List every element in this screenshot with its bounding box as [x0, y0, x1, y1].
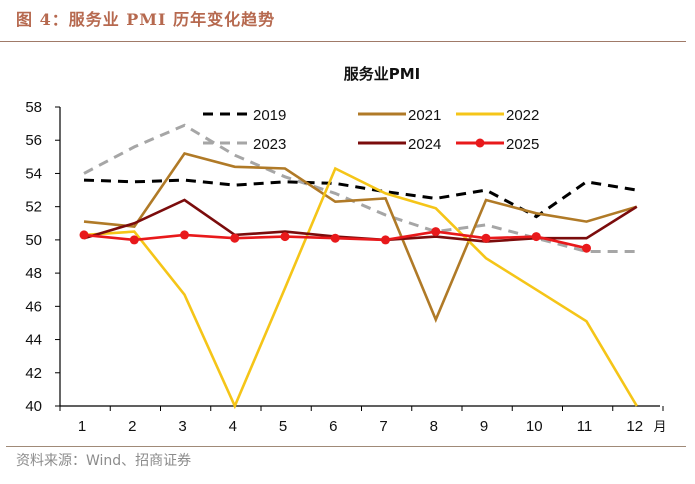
legend-label: 2024: [408, 136, 441, 153]
data-point-2025: [330, 233, 340, 243]
data-point-2025: [431, 227, 441, 237]
source-note: 资料来源：Wind、招商证券: [16, 453, 192, 469]
y-tick-label: 48: [25, 265, 42, 282]
legend-marker: [475, 138, 485, 148]
series-2022: [83, 166, 638, 410]
legend-item-2021: 2021: [358, 107, 441, 124]
legend-item-2019: 2019: [203, 107, 286, 124]
legend-label: 2021: [408, 107, 441, 124]
x-tick-label: 7: [379, 418, 387, 435]
legend-label: 2023: [253, 136, 286, 153]
series-2023: [83, 123, 637, 253]
x-tick-label: 3: [178, 418, 186, 435]
y-tick-label: 40: [25, 398, 42, 415]
data-point-2025: [381, 235, 390, 245]
y-tick-label: 58: [25, 99, 42, 116]
x-tick-label: 5: [279, 418, 287, 435]
legend: 2019 2021 2022 2023 2024 2025: [203, 107, 539, 153]
data-point-2025: [129, 235, 139, 245]
bottom-divider: [6, 446, 686, 447]
y-tick-label: 50: [25, 232, 42, 249]
top-divider: [0, 41, 686, 42]
x-tick-label: 1: [78, 418, 86, 435]
figure-title: 图 4：服务业 PMI 历年变化趋势: [16, 10, 276, 29]
series-2019: [83, 178, 638, 219]
y-tick-label: 42: [25, 365, 42, 382]
data-point-2025: [230, 233, 240, 243]
y-tick-label: 46: [25, 298, 42, 315]
y-tick-label: 54: [25, 165, 42, 182]
legend-label: 2019: [253, 107, 286, 124]
series-line-2021: [83, 152, 638, 323]
data-point-2025: [481, 233, 491, 243]
series-2025: [79, 227, 591, 253]
legend-label: 2022: [506, 107, 539, 124]
legend-label: 2025: [506, 136, 539, 153]
x-tick-label: 4: [229, 418, 237, 435]
x-tick-label: 9: [480, 418, 488, 435]
legend-item-2023: 2023: [203, 136, 286, 153]
data-point-2025: [582, 243, 591, 253]
x-tick-label: 10: [526, 418, 543, 435]
series-line-2019: [83, 178, 638, 219]
series-2021: [83, 152, 638, 323]
legend-item-2025: 2025: [456, 136, 539, 153]
legend-item-2024: 2024: [358, 136, 441, 153]
x-unit-label: 月: [653, 419, 666, 434]
series-layer: [79, 123, 638, 410]
x-tick-label: 2: [128, 418, 136, 435]
y-tick-label: 52: [25, 199, 42, 216]
chart-title: 服务业PMI: [344, 65, 421, 83]
data-point-2025: [79, 230, 89, 240]
y-tick-label: 44: [25, 332, 42, 349]
series-line-2023: [83, 123, 637, 253]
x-tick-label: 11: [577, 418, 593, 435]
data-point-2025: [280, 232, 290, 242]
legend-item-2022: 2022: [456, 107, 539, 124]
data-point-2025: [531, 232, 541, 242]
x-tick-label: 8: [430, 418, 438, 435]
x-tick-label: 6: [329, 418, 337, 435]
x-tick-label: 12: [626, 418, 643, 435]
data-point-2025: [180, 230, 189, 240]
series-line-2022: [83, 166, 638, 410]
y-tick-label: 56: [25, 132, 42, 149]
